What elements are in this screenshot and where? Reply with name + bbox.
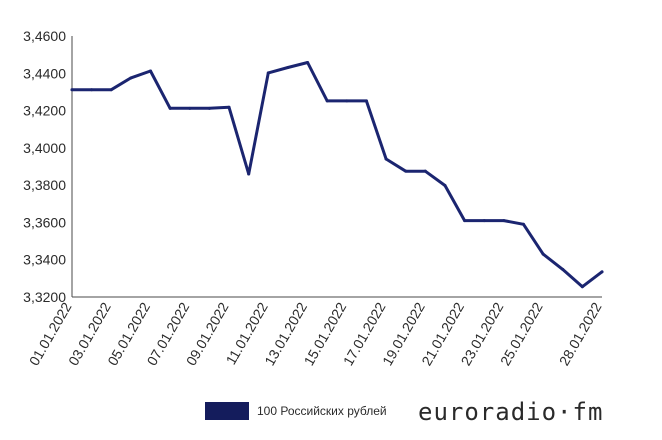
y-tick-label: 3,3600 xyxy=(23,214,66,230)
data-point xyxy=(463,219,467,223)
y-tick-label: 3,4600 xyxy=(23,28,66,44)
legend-swatch xyxy=(205,402,249,420)
y-tick-label: 3,4000 xyxy=(23,140,66,156)
data-point xyxy=(384,157,388,161)
data-point xyxy=(266,71,270,75)
data-point xyxy=(443,184,447,188)
data-point xyxy=(364,99,368,103)
data-point xyxy=(149,69,153,73)
y-tick-label: 3,3800 xyxy=(23,177,66,193)
data-point xyxy=(600,270,604,274)
data-point xyxy=(404,169,408,173)
series-layer xyxy=(70,60,604,289)
data-point xyxy=(325,99,329,103)
data-point xyxy=(168,106,172,110)
data-point xyxy=(188,106,192,110)
y-tick-label: 3,3400 xyxy=(23,252,66,268)
data-point xyxy=(482,219,486,223)
data-point xyxy=(541,252,545,256)
y-tick-label: 3,3200 xyxy=(23,289,66,305)
data-point xyxy=(345,99,349,103)
y-tick-label: 3,4400 xyxy=(23,65,66,81)
data-point xyxy=(129,76,133,80)
x-axis-ticks: 01.01.202203.01.202205.01.202207.01.2022… xyxy=(26,299,605,368)
data-point xyxy=(502,219,506,223)
x-tick-label: 28.01.2022 xyxy=(556,299,605,368)
data-point xyxy=(286,66,290,70)
data-point xyxy=(227,105,231,109)
data-point xyxy=(521,222,525,226)
series-line xyxy=(70,61,604,289)
data-point xyxy=(90,88,94,92)
data-point xyxy=(580,285,584,289)
data-point xyxy=(207,106,211,110)
y-tick-label: 3,4200 xyxy=(23,103,66,119)
data-point xyxy=(247,172,251,176)
data-point xyxy=(109,88,113,92)
brand-logo: euroradio·fm xyxy=(418,398,604,426)
y-axis-ticks: 3,3200 3,3400 3,3600 3,3800 3,4000 3,4200 3,44… xyxy=(23,28,66,305)
data-point xyxy=(306,60,310,64)
legend: 100 Российских рублей xyxy=(205,402,387,420)
data-point xyxy=(70,88,74,92)
data-point xyxy=(423,169,427,173)
legend-label: 100 Российских рублей xyxy=(257,404,387,418)
data-point xyxy=(561,267,565,271)
